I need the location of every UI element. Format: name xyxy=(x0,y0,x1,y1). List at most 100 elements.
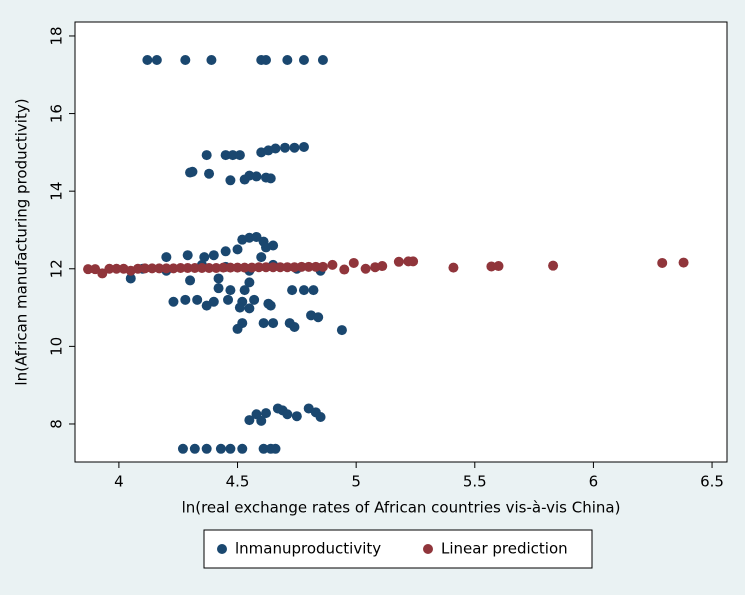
point xyxy=(132,263,143,274)
y-tick-label: 12 xyxy=(48,259,66,278)
point xyxy=(232,262,243,273)
point xyxy=(199,252,210,263)
point xyxy=(678,257,689,268)
point xyxy=(313,312,324,323)
point xyxy=(336,325,347,336)
point xyxy=(291,411,302,422)
point xyxy=(232,244,243,255)
point xyxy=(315,411,326,422)
point xyxy=(227,150,238,161)
point xyxy=(282,55,293,66)
point xyxy=(239,285,250,296)
point xyxy=(308,285,319,296)
point xyxy=(83,264,94,275)
point xyxy=(237,443,248,454)
y-tick-label: 16 xyxy=(48,104,66,123)
point xyxy=(244,415,255,426)
point xyxy=(232,323,243,334)
point xyxy=(147,263,158,274)
point xyxy=(239,174,250,185)
point xyxy=(182,250,193,261)
point xyxy=(289,321,300,332)
x-tick-label: 4.5 xyxy=(226,473,250,491)
y-tick-label: 10 xyxy=(48,337,66,356)
point xyxy=(303,261,314,272)
point xyxy=(408,256,419,267)
point xyxy=(287,285,298,296)
point xyxy=(448,262,459,273)
point xyxy=(393,256,404,267)
point xyxy=(253,262,264,273)
point xyxy=(298,141,309,152)
point xyxy=(125,273,136,284)
x-axis-title: ln(real exchange rates of African countr… xyxy=(182,499,621,517)
x-tick-label: 4 xyxy=(114,473,124,491)
point xyxy=(168,263,179,274)
point xyxy=(270,143,281,154)
point xyxy=(142,55,153,66)
point xyxy=(225,175,236,186)
point xyxy=(225,285,236,296)
x-tick-label: 6.5 xyxy=(700,473,724,491)
point xyxy=(282,262,293,273)
point xyxy=(204,168,215,179)
point xyxy=(265,173,276,184)
point xyxy=(204,262,215,273)
point xyxy=(139,263,150,274)
point xyxy=(317,55,328,66)
point xyxy=(244,277,255,288)
point xyxy=(298,55,309,66)
point xyxy=(201,150,212,161)
point xyxy=(270,443,281,454)
point xyxy=(258,318,269,329)
point xyxy=(268,240,279,251)
point xyxy=(180,55,191,66)
legend-marker xyxy=(217,544,227,554)
point xyxy=(225,262,236,273)
point xyxy=(220,246,231,257)
point xyxy=(493,261,504,272)
point xyxy=(486,261,497,272)
y-tick-label: 8 xyxy=(48,419,66,429)
x-tick-label: 5 xyxy=(351,473,361,491)
point xyxy=(177,443,188,454)
point xyxy=(213,283,224,294)
point xyxy=(104,263,115,274)
point xyxy=(298,285,309,296)
point xyxy=(239,262,250,273)
point xyxy=(192,294,203,305)
point xyxy=(161,252,172,263)
point xyxy=(268,318,279,329)
point xyxy=(196,262,207,273)
point xyxy=(260,408,271,419)
x-tick-label: 5.5 xyxy=(463,473,487,491)
point xyxy=(246,262,257,273)
point xyxy=(151,55,162,66)
point xyxy=(189,262,200,273)
point xyxy=(256,415,267,426)
point xyxy=(206,55,217,66)
point xyxy=(168,296,179,307)
point xyxy=(251,171,262,182)
point xyxy=(225,443,236,454)
point xyxy=(234,150,245,161)
point xyxy=(275,262,286,273)
point xyxy=(201,300,212,311)
point xyxy=(327,259,338,270)
x-tick-label: 6 xyxy=(589,473,599,491)
legend-box xyxy=(203,529,593,569)
point xyxy=(548,260,559,271)
point xyxy=(296,261,307,272)
point xyxy=(279,142,290,153)
point xyxy=(220,150,231,161)
point xyxy=(180,294,191,305)
point xyxy=(260,262,271,273)
y-tick-label: 14 xyxy=(48,182,66,201)
point xyxy=(154,263,165,274)
point xyxy=(215,443,226,454)
point xyxy=(265,300,276,311)
point xyxy=(317,261,328,272)
point xyxy=(111,263,122,274)
point xyxy=(289,142,300,153)
